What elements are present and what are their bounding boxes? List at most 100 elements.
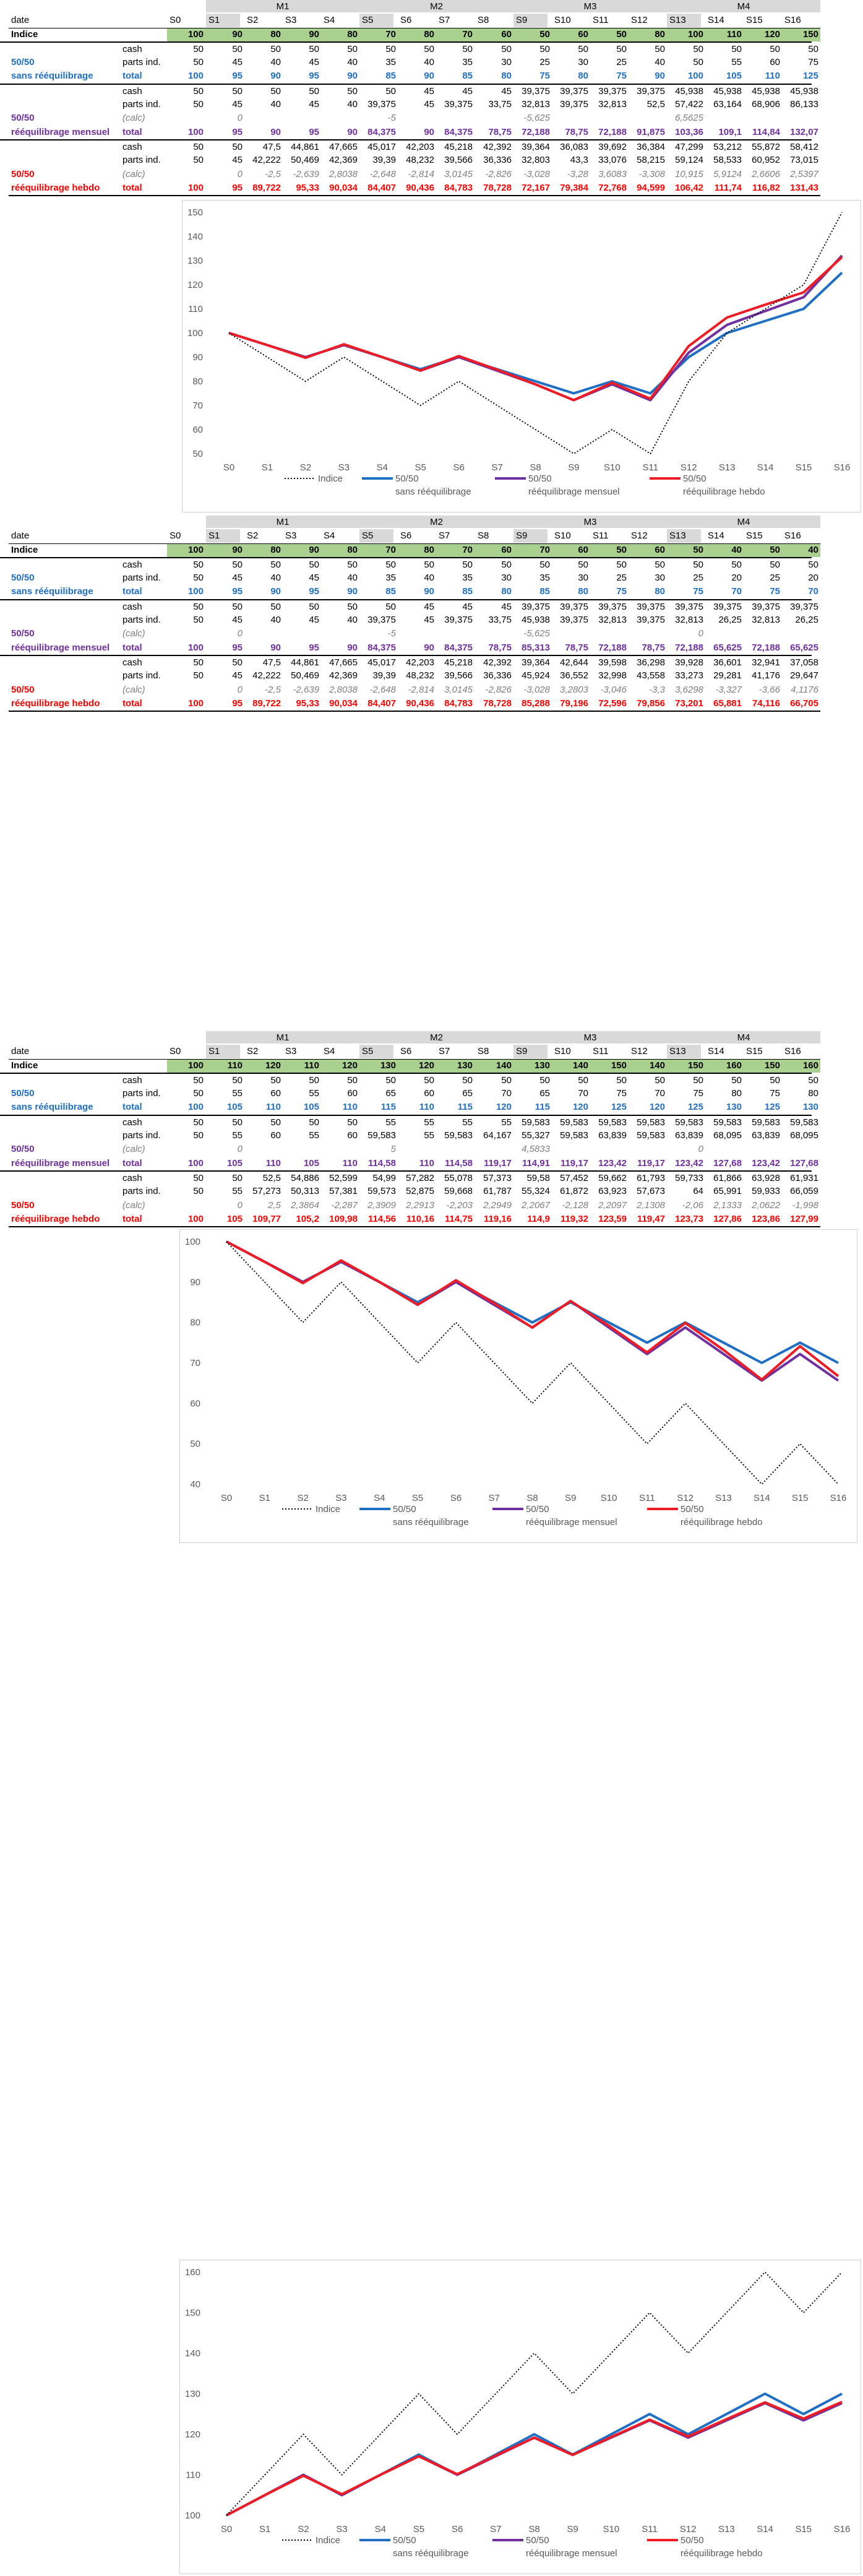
week-start-shade: [206, 1045, 240, 1058]
cash-value: 55: [462, 1117, 473, 1128]
parts-value: 55: [424, 1130, 434, 1141]
total-value: 110: [265, 1157, 281, 1169]
calc-value: [398, 627, 436, 641]
cash-value: 45: [501, 86, 512, 97]
month-label: M3: [583, 517, 597, 527]
cash-value: 47,5: [262, 142, 281, 153]
cash-value: 50: [770, 1075, 780, 1086]
parts-label: parts ind.: [122, 1130, 161, 1141]
weekly-rebalance-series-line: [226, 2400, 843, 2517]
calc-value: -2,5: [265, 684, 281, 695]
calc-value: 2,2097: [598, 1199, 627, 1211]
monthly-rebalance-cash-row: cash 50 50 50 50 50 55 55 55 55 59,583 59,583 59,583…: [0, 1115, 818, 1128]
no-rebalance-group-name: 50/50: [11, 1087, 35, 1099]
calc-value: -2,639: [293, 168, 319, 179]
cash-value: 61,931: [790, 1173, 818, 1184]
parts-value: 39,39: [372, 155, 396, 165]
calc-value: 0: [698, 628, 703, 639]
parts-value: 59,583: [560, 1130, 588, 1141]
weekly-rebalance-group-name: 50/50: [11, 1199, 35, 1211]
y-tick-label: 50: [190, 1439, 200, 1450]
parts-value: 70: [578, 1087, 588, 1099]
cash-label: cash: [122, 86, 142, 97]
cash-value: 50: [424, 560, 434, 571]
cash-value: 39,375: [598, 86, 627, 97]
x-tick-label: S9: [565, 1493, 576, 1503]
indice-bar: [167, 1058, 820, 1073]
weekly-rebalance-total-row: rééquilibrage hebdo total 100 95 89,722 95,33…: [0, 697, 863, 711]
parts-value: 61,872: [560, 1186, 588, 1196]
data-block: M1 M2 M3 M4 date S0 S1 S2 S3 S4 S5 S6 S7 S8 S9 S10 S11 S1…: [0, 0, 863, 514]
parts-value: 60: [270, 1087, 281, 1099]
parts-value: 42,369: [329, 155, 358, 165]
calc-value: [321, 1143, 359, 1156]
x-tick-label: S2: [300, 462, 311, 473]
cash-value: 50: [270, 86, 281, 97]
cash-value: 45,017: [367, 142, 396, 153]
total-value: 78,728: [483, 183, 512, 194]
cash-value: 50: [309, 602, 319, 612]
cash-value: 57,452: [560, 1173, 588, 1184]
total-value: 79,384: [560, 183, 588, 194]
parts-value: 30: [655, 572, 665, 583]
indice-label: Indice: [11, 1060, 38, 1071]
column-header: S8: [478, 530, 489, 541]
calc-value: [436, 627, 474, 641]
total-label: total: [122, 586, 142, 597]
parts-value: 39,375: [367, 98, 396, 110]
calc-value: 2,1308: [637, 1199, 665, 1211]
cash-value: 52,5: [262, 1173, 281, 1184]
month-header-bar: [513, 1031, 667, 1044]
cash-value: 36,298: [637, 657, 665, 668]
total-value: 119,17: [637, 1157, 665, 1169]
cash-value: 47,665: [329, 657, 358, 668]
indice-value: 70: [539, 544, 550, 555]
indice-value: 110: [726, 28, 742, 40]
parts-value: 59,124: [675, 155, 703, 165]
legend-label-s3: rééquilibrage hebdo: [681, 2548, 763, 2559]
cash-value: 37,058: [790, 657, 818, 668]
weekly-rebalance-calc-row: 50/50 (calc) 0 -2,5 -2,639 2,8038 -2,648 -2,814…: [0, 168, 863, 181]
cash-value: 59,583: [675, 1117, 703, 1128]
cash-value: 50: [193, 142, 204, 153]
y-tick-label: 100: [185, 1237, 200, 1247]
cash-value: 50: [385, 1075, 396, 1086]
y-tick-label: 80: [190, 1318, 200, 1328]
cash-value: 50: [539, 560, 550, 571]
week-start-shade: [359, 14, 393, 27]
cash-value: 59,583: [713, 1117, 742, 1128]
no-rebalance-total-row: sans rééquilibrage total 100 105 110 105 110 11…: [0, 1100, 863, 1114]
parts-value: 68,095: [713, 1130, 742, 1141]
column-header: S3: [285, 1046, 297, 1057]
cash-value: 39,375: [752, 602, 780, 612]
total-value: 75: [616, 71, 627, 82]
cash-value: 50: [232, 142, 243, 153]
month-header-bar: [513, 0, 667, 12]
indice-value: 80: [655, 28, 665, 40]
column-header: S5: [362, 1046, 374, 1057]
parts-label: parts ind.: [122, 1186, 161, 1196]
parts-value: 39,375: [444, 614, 473, 625]
total-value: 110: [765, 71, 780, 82]
parts-label: parts ind.: [122, 670, 161, 681]
cash-label: cash: [122, 142, 142, 153]
y-tick-label: 110: [188, 304, 203, 314]
parts-value: 39,566: [444, 155, 473, 165]
total-value: 84,375: [444, 126, 473, 137]
column-header: S0: [170, 530, 181, 541]
cash-value: 50: [309, 86, 319, 97]
total-value: 105: [726, 71, 742, 82]
parts-value: 75: [770, 1087, 780, 1099]
x-tick-label: S4: [374, 1493, 385, 1503]
x-tick-label: S11: [643, 462, 659, 473]
cash-value: 55: [501, 1117, 512, 1128]
total-value: 84,375: [367, 642, 396, 653]
x-tick-label: S5: [413, 2524, 424, 2535]
parts-value: 50: [193, 1130, 204, 1141]
month-header-row: M1 M2 M3 M4: [0, 1031, 863, 1045]
monthly-rebalance-group-name: 50/50: [11, 1144, 35, 1155]
column-header: S0: [170, 15, 181, 25]
indice-row: Indice 100 110 120 110 120 130 120 130 140 130 140 1…: [0, 1058, 863, 1073]
legend-label-s2: rééquilibrage mensuel: [528, 486, 620, 497]
legend-label-s3: 50/50: [683, 473, 706, 484]
